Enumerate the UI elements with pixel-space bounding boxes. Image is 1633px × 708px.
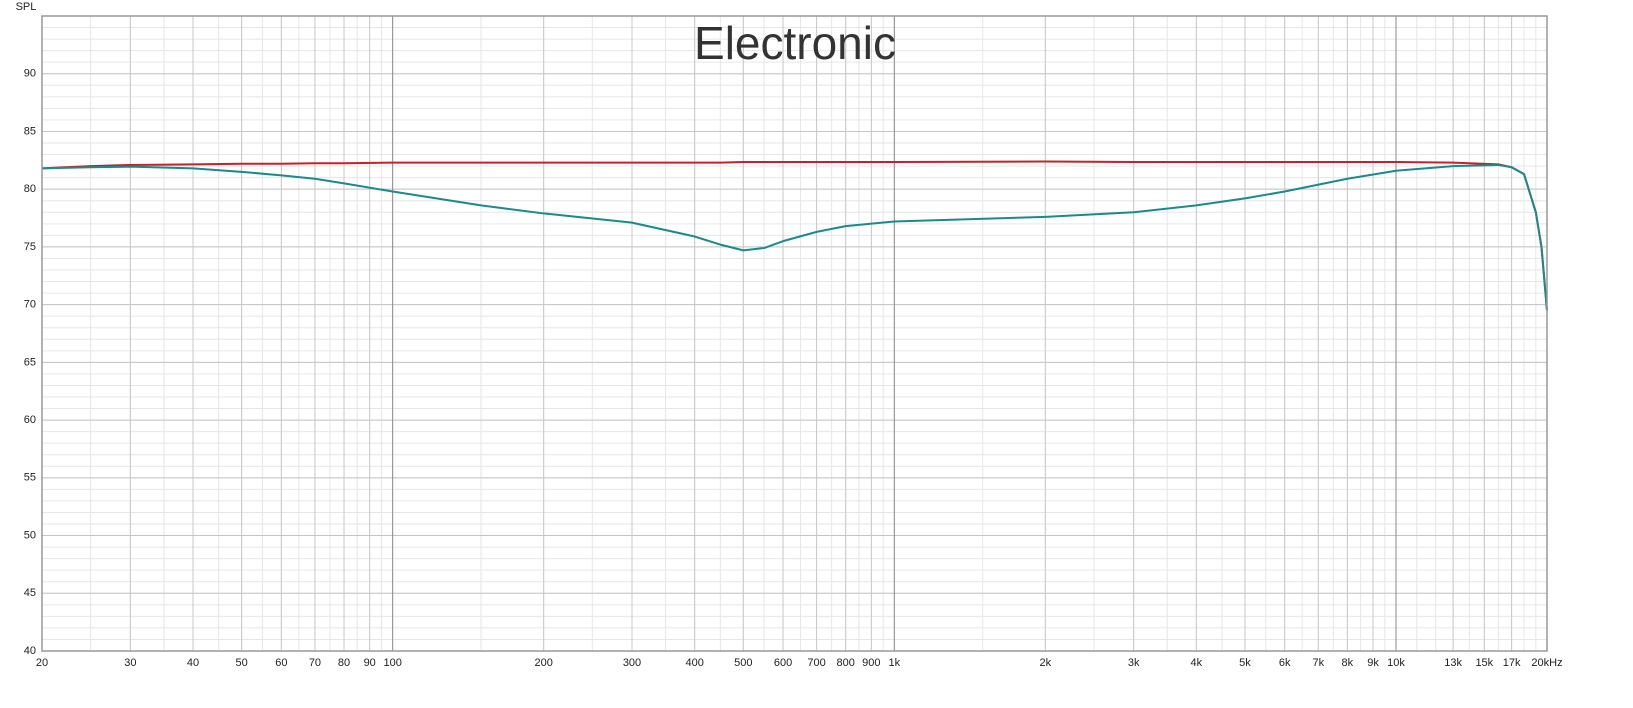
series-line bbox=[41, 163, 1548, 311]
x-tick-label: 5k bbox=[1239, 657, 1251, 669]
x-tick-label: 200 bbox=[534, 657, 552, 669]
grid bbox=[41, 15, 1548, 652]
y-tick-label: 55 bbox=[24, 472, 36, 484]
x-tick-label: 6k bbox=[1279, 657, 1291, 669]
y-tick-label: 45 bbox=[24, 587, 36, 599]
x-tick-label: 7k bbox=[1312, 657, 1324, 669]
x-tick-label: 1k bbox=[889, 657, 901, 669]
x-tick-label: 700 bbox=[807, 657, 825, 669]
x-tick-label: 800 bbox=[837, 657, 855, 669]
x-tick-label: 20 bbox=[36, 657, 48, 669]
y-tick-label: 40 bbox=[24, 645, 36, 657]
x-tick-label: 2k bbox=[1040, 657, 1052, 669]
plot-frame bbox=[41, 15, 1548, 652]
y-axis-label: SPL bbox=[16, 1, 37, 13]
y-tick-label: 65 bbox=[24, 356, 36, 368]
x-tick-label: 900 bbox=[862, 657, 880, 669]
x-tick-label: 4k bbox=[1191, 657, 1203, 669]
x-tick-label: 70 bbox=[309, 657, 321, 669]
x-tick-label: 50 bbox=[236, 657, 248, 669]
x-tick-label: 80 bbox=[338, 657, 350, 669]
y-tick-label: 50 bbox=[24, 529, 36, 541]
x-tick-label: 10k bbox=[1387, 657, 1405, 669]
x-tick-label: 30 bbox=[124, 657, 136, 669]
y-tick-label: 90 bbox=[24, 68, 36, 80]
series-line bbox=[41, 160, 1548, 311]
x-tick-label: 8k bbox=[1342, 657, 1354, 669]
x-tick-label: 20kHz bbox=[1531, 657, 1562, 669]
x-tick-label: 13k bbox=[1444, 657, 1462, 669]
marks bbox=[41, 160, 1548, 311]
x-tick-label: 15k bbox=[1475, 657, 1493, 669]
chart-title: Electronic bbox=[694, 17, 896, 69]
y-tick-label: 80 bbox=[24, 183, 36, 195]
x-tick-label: 400 bbox=[686, 657, 704, 669]
y-tick-label: 60 bbox=[24, 414, 36, 426]
x-tick-label: 9k bbox=[1367, 657, 1379, 669]
y-tick-label: 75 bbox=[24, 241, 36, 253]
x-tick-label: 100 bbox=[383, 657, 401, 669]
y-tick-label: 70 bbox=[24, 299, 36, 311]
x-tick-label: 40 bbox=[187, 657, 199, 669]
y-tick-label: 85 bbox=[24, 125, 36, 137]
x-tick-label: 60 bbox=[275, 657, 287, 669]
x-tick-label: 500 bbox=[734, 657, 752, 669]
x-tick-label: 90 bbox=[364, 657, 376, 669]
x-tick-label: 300 bbox=[623, 657, 641, 669]
x-tick-label: 600 bbox=[774, 657, 792, 669]
x-tick-label: 17k bbox=[1503, 657, 1521, 669]
x-tick-label: 3k bbox=[1128, 657, 1140, 669]
